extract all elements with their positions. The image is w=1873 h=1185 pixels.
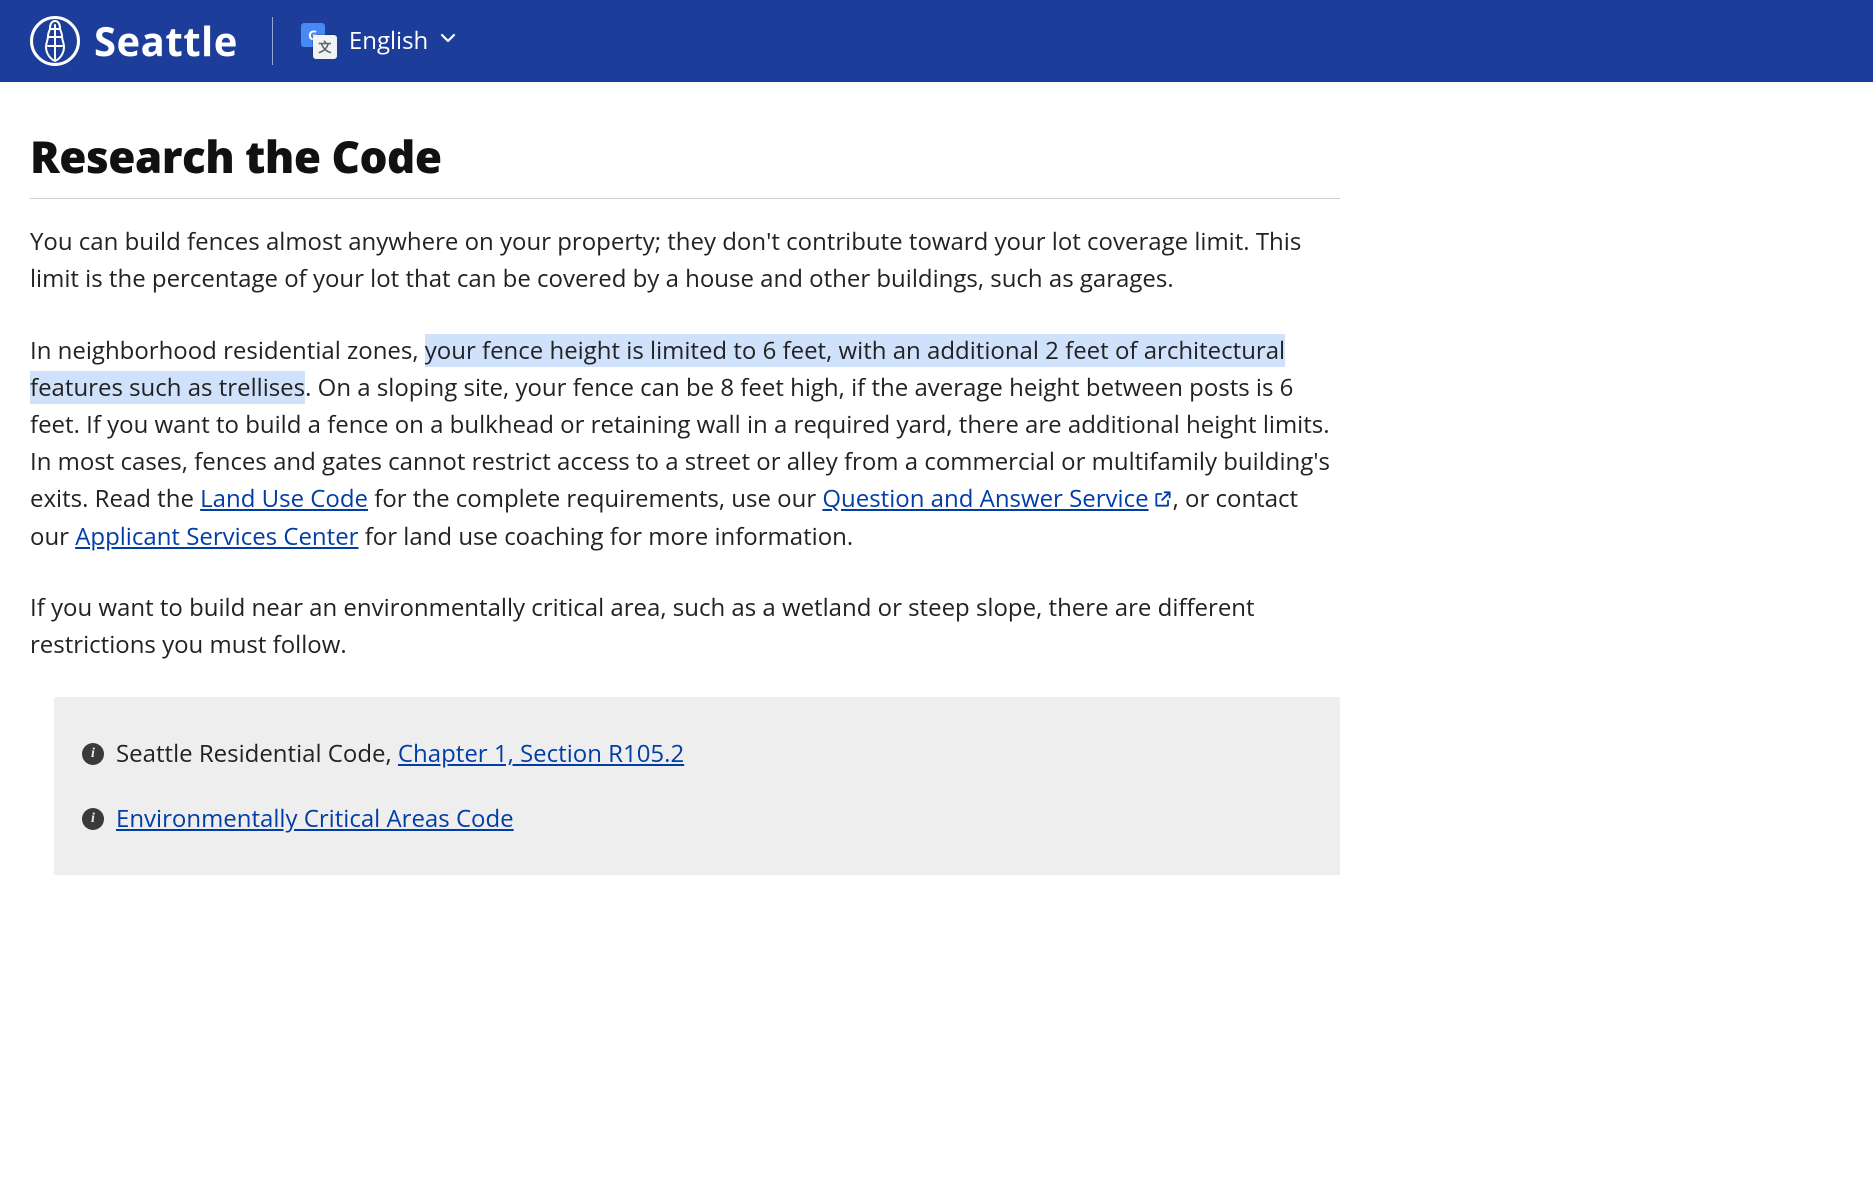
main-content: Research the Code You can build fences a… <box>0 82 1370 925</box>
intro-paragraph-2: In neighborhood residential zones, your … <box>30 332 1340 555</box>
info-icon: i <box>82 808 104 830</box>
page-title: Research the Code <box>30 122 1340 199</box>
chevron-down-icon <box>440 27 456 55</box>
text-segment: for land use coaching for more informati… <box>359 520 854 553</box>
intro-paragraph-3: If you want to build near an environment… <box>30 589 1340 663</box>
language-label: English <box>349 22 428 59</box>
eca-code-link[interactable]: Environmentally Critical Areas Code <box>116 800 514 837</box>
text-segment: for the complete requirements, use our <box>368 482 822 515</box>
applicant-services-link[interactable]: Applicant Services Center <box>75 520 358 553</box>
qa-service-link[interactable]: Question and Answer Service <box>822 482 1172 515</box>
city-seal-icon <box>30 16 80 66</box>
city-name: Seattle <box>94 10 238 72</box>
info-prefix: Seattle Residential Code, <box>116 737 398 770</box>
text-segment: In neighborhood residential zones, <box>30 334 425 367</box>
logo-group[interactable]: Seattle <box>30 10 238 72</box>
info-icon: i <box>82 743 104 765</box>
info-item-eca-code: i Environmentally Critical Areas Code <box>82 786 1312 851</box>
land-use-code-link[interactable]: Land Use Code <box>200 482 368 515</box>
external-link-icon <box>1153 489 1173 509</box>
info-box: i Seattle Residential Code, Chapter 1, S… <box>54 697 1340 875</box>
residential-code-link[interactable]: Chapter 1, Section R105.2 <box>398 737 684 770</box>
header-divider <box>272 17 273 65</box>
translate-icon: G 文 <box>301 23 337 59</box>
intro-paragraph-1: You can build fences almost anywhere on … <box>30 223 1340 297</box>
site-header: Seattle G 文 English <box>0 0 1873 82</box>
info-item-residential-code: i Seattle Residential Code, Chapter 1, S… <box>82 721 1312 786</box>
language-selector[interactable]: G 文 English <box>301 22 456 59</box>
link-text: Question and Answer Service <box>822 482 1148 515</box>
